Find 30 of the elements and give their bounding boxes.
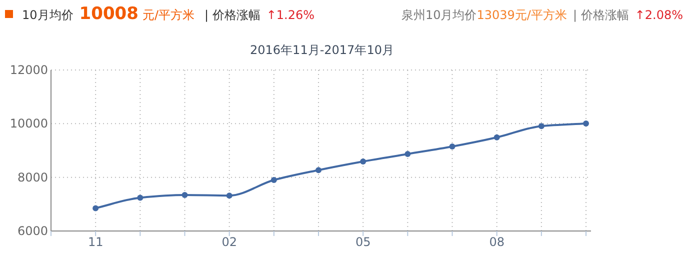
point xyxy=(404,150,411,157)
y-tick-label: 12000 xyxy=(10,63,48,77)
y-tick-label: 8000 xyxy=(17,170,48,184)
x-tick-label: 11 xyxy=(88,235,104,249)
text: 10008 xyxy=(79,4,138,24)
text: | 价格涨幅 xyxy=(572,8,629,22)
point xyxy=(360,158,366,164)
point xyxy=(449,143,456,150)
point xyxy=(538,123,544,130)
text: 元/平方米 xyxy=(142,8,194,22)
point xyxy=(270,177,277,184)
y-tick-label: 6000 xyxy=(17,224,48,238)
chart-title: 2016年11月-2017年10月 xyxy=(250,43,394,57)
text: 泉州10月均价 xyxy=(401,8,477,22)
point xyxy=(92,205,99,212)
point xyxy=(316,167,322,174)
point xyxy=(226,192,232,199)
point xyxy=(494,134,500,140)
x-tick-label: 08 xyxy=(489,235,504,249)
x-tick-label: 02 xyxy=(222,235,237,249)
point xyxy=(583,120,589,126)
point xyxy=(137,194,144,201)
text: | 价格涨幅 xyxy=(204,8,260,22)
text: 13039元/平方米 xyxy=(476,8,567,22)
y-tick-label: 10000 xyxy=(10,116,48,131)
text: ↑1.26% xyxy=(266,8,315,22)
text: 10月均价 xyxy=(22,8,74,22)
x-tick-label: 05 xyxy=(355,235,371,249)
point xyxy=(182,192,188,198)
text: ↑2.08% xyxy=(634,8,683,22)
